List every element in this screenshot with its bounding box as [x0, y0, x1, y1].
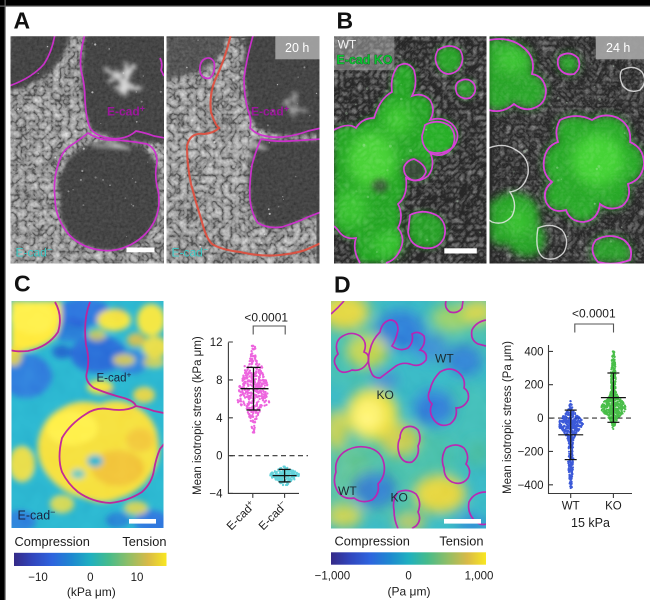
svg-text:Compression: Compression	[15, 534, 90, 549]
svg-text:D: D	[334, 272, 351, 298]
svg-text:4: 4	[216, 413, 223, 425]
svg-text:WT: WT	[338, 484, 357, 498]
svg-text:E-cad KO: E-cad KO	[336, 53, 393, 67]
svg-text:E-cad+: E-cad+	[107, 104, 145, 119]
svg-text:E-cad+: E-cad+	[251, 104, 289, 119]
svg-text:20 h: 20 h	[285, 41, 309, 55]
svg-text:12: 12	[210, 337, 223, 349]
svg-text:−1,000: −1,000	[315, 571, 351, 583]
svg-text:C: C	[14, 271, 31, 297]
svg-text:0: 0	[216, 451, 222, 463]
svg-text:400: 400	[524, 346, 543, 358]
svg-text:Tension: Tension	[122, 534, 166, 549]
svg-text:Compression: Compression	[335, 534, 410, 549]
svg-text:8: 8	[216, 375, 222, 387]
svg-text:KO: KO	[605, 501, 622, 513]
svg-text:0: 0	[537, 413, 543, 425]
svg-text:<0.0001: <0.0001	[572, 307, 616, 321]
svg-text:0: 0	[405, 571, 411, 583]
svg-text:200: 200	[524, 380, 543, 392]
svg-text:WT: WT	[338, 38, 357, 52]
svg-text:A: A	[14, 8, 31, 34]
svg-text:10: 10	[131, 572, 144, 584]
svg-text:−10: −10	[28, 572, 48, 584]
svg-text:KO: KO	[391, 491, 408, 505]
svg-text:E-cad+: E-cad+	[97, 370, 132, 385]
svg-text:Mean isotropic stress (Pa μm): Mean isotropic stress (Pa μm)	[502, 341, 514, 494]
svg-text:−200: −200	[518, 446, 544, 458]
svg-text:E-cad−: E-cad−	[172, 245, 209, 260]
svg-text:B: B	[337, 8, 354, 34]
svg-text:0: 0	[87, 572, 93, 584]
svg-text:<0.0001: <0.0001	[244, 311, 288, 325]
svg-text:KO: KO	[377, 388, 394, 402]
svg-text:Mean isotropic stress (kPa μm): Mean isotropic stress (kPa μm)	[192, 336, 204, 495]
svg-text:1,000: 1,000	[465, 571, 494, 583]
svg-text:E-cad−: E-cad−	[18, 507, 56, 523]
svg-text:E-cad−: E-cad−	[16, 245, 53, 260]
svg-text:WT: WT	[562, 501, 580, 513]
svg-text:(kPa μm): (kPa μm)	[67, 585, 116, 599]
svg-text:WT: WT	[435, 352, 454, 366]
svg-text:(Pa μm): (Pa μm)	[388, 585, 431, 599]
svg-text:−4: −4	[209, 488, 223, 500]
svg-text:−400: −400	[518, 480, 544, 492]
svg-text:24 h: 24 h	[606, 41, 630, 55]
svg-text:Tension: Tension	[439, 534, 483, 549]
svg-text:15 kPa: 15 kPa	[571, 516, 610, 530]
